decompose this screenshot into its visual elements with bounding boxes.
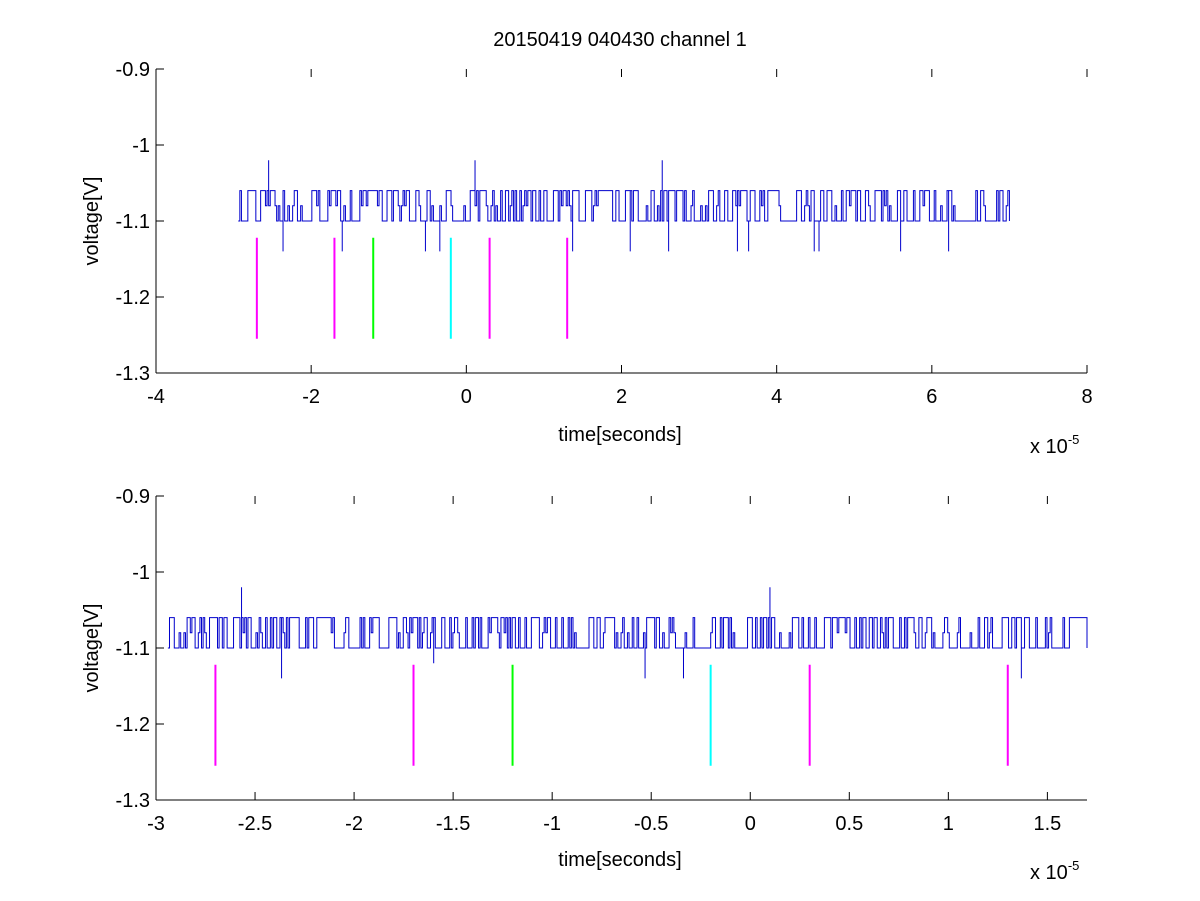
y-tick-label: -1.1 xyxy=(116,211,150,233)
x-tick-label: 1 xyxy=(943,813,954,835)
y-axis-label-bottom: voltage[V] xyxy=(81,604,103,693)
x-tick-label: 0 xyxy=(745,813,756,835)
y-tick-label: -1 xyxy=(132,562,150,584)
x-ticks-bottom: -3 -2.5 -2 -1.5 -1 -0.5 0 0.5 1 1.5 xyxy=(147,496,1061,835)
signal-trace-group-bottom xyxy=(167,587,1088,679)
x-tick-label: -2 xyxy=(345,813,363,835)
x-tick-label: -3 xyxy=(147,813,165,835)
event-markers-top xyxy=(255,237,569,339)
x-tick-label: -4 xyxy=(147,386,165,408)
x-exponent-bottom: x 10-5 xyxy=(1030,858,1079,884)
signal-trace xyxy=(167,587,1088,679)
x-tick-label: -0.5 xyxy=(634,813,668,835)
y-tick-label: -0.9 xyxy=(116,59,150,81)
x-tick-label: 0 xyxy=(461,386,472,408)
signal-trace-group-top xyxy=(238,160,1010,252)
x-exponent-base-bottom: x 10 xyxy=(1030,862,1068,884)
x-tick-label: 0.5 xyxy=(835,813,863,835)
x-exponent-top: x 10-5 xyxy=(1030,432,1079,458)
x-exponent-base-top: x 10 xyxy=(1030,436,1068,458)
x-axis-label-bottom: time[seconds] xyxy=(558,849,681,871)
y-axis-label-top: voltage[V] xyxy=(81,177,103,266)
x-tick-label: -1.5 xyxy=(436,813,470,835)
y-ticks-top: -1.3 -1.2 -1.1 -1 -0.9 xyxy=(116,59,164,385)
x-tick-label: 4 xyxy=(771,386,782,408)
x-tick-label: 6 xyxy=(926,386,937,408)
y-tick-label: -1.2 xyxy=(116,714,150,736)
axes-top: -4 -2 0 2 4 6 8 -1.3 -1.2 -1.1 -1 -0.9 time[second… xyxy=(81,59,1093,458)
y-tick-label: -1.1 xyxy=(116,638,150,660)
x-exponent-power-top: -5 xyxy=(1068,432,1080,447)
y-tick-label: -1 xyxy=(132,135,150,157)
x-tick-label: -1 xyxy=(543,813,561,835)
x-tick-label: 8 xyxy=(1081,386,1092,408)
y-tick-label: -1.3 xyxy=(116,363,150,385)
axes-bottom: -3 -2.5 -2 -1.5 -1 -0.5 0 0.5 1 1.5 -1.3-1.2-1.1-… xyxy=(81,486,1088,884)
x-tick-label: -2 xyxy=(302,386,320,408)
x-tick-label: -2.5 xyxy=(238,813,272,835)
y-tick-label: -1.3 xyxy=(116,790,150,812)
x-axis-label-top: time[seconds] xyxy=(558,424,681,446)
y-tick-label: -0.9 xyxy=(116,486,150,508)
x-tick-label: 2 xyxy=(616,386,627,408)
event-markers-bottom xyxy=(214,664,1009,766)
y-tick-label: -1.2 xyxy=(116,287,150,309)
figure-title: 20150419 040430 channel 1 xyxy=(493,29,747,51)
x-tick-label: 1.5 xyxy=(1033,813,1061,835)
x-ticks-top: -4 -2 0 2 4 6 8 xyxy=(147,69,1093,408)
signal-trace xyxy=(238,160,1010,252)
y-ticks-bottom: -1.3 -1.2 -1.1 -1 -0.9 xyxy=(116,486,164,812)
x-exponent-power-bottom: -5 xyxy=(1068,858,1080,873)
